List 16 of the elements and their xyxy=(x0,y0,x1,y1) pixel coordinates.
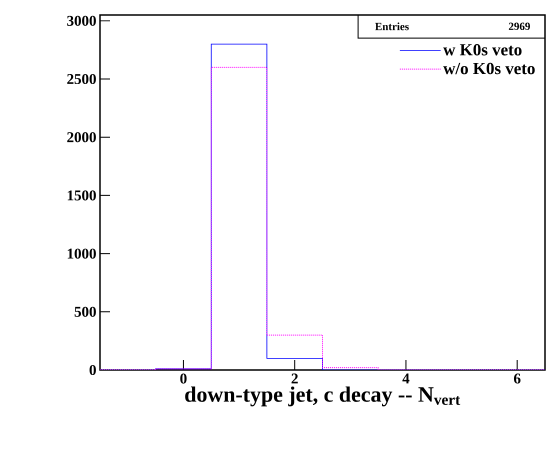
annotation: 2969 xyxy=(508,22,530,30)
x-axis-title: down-type jet, c decay -- N$_{vert}$ xyxy=(185,386,460,406)
y-tick-label: 500 xyxy=(74,306,96,317)
x-tick-label: 2 xyxy=(292,374,298,384)
y-tick-label: 0 xyxy=(90,364,96,376)
legend-label: w/o K0s veto xyxy=(443,62,535,74)
x-tick-label: 6 xyxy=(514,374,520,384)
x-tick-label: 0 xyxy=(180,374,187,384)
x-tick-label: 4 xyxy=(402,374,410,384)
y-tick-label: 2500 xyxy=(67,74,96,84)
y-tick-label: 2000 xyxy=(67,132,96,142)
y-tick-label: 3000 xyxy=(67,16,96,26)
y-tick-label: 1500 xyxy=(68,190,96,200)
annotation: Entries xyxy=(375,22,409,30)
legend-label: w K0s veto xyxy=(443,44,522,56)
y-tick-label: 1000 xyxy=(68,248,96,259)
